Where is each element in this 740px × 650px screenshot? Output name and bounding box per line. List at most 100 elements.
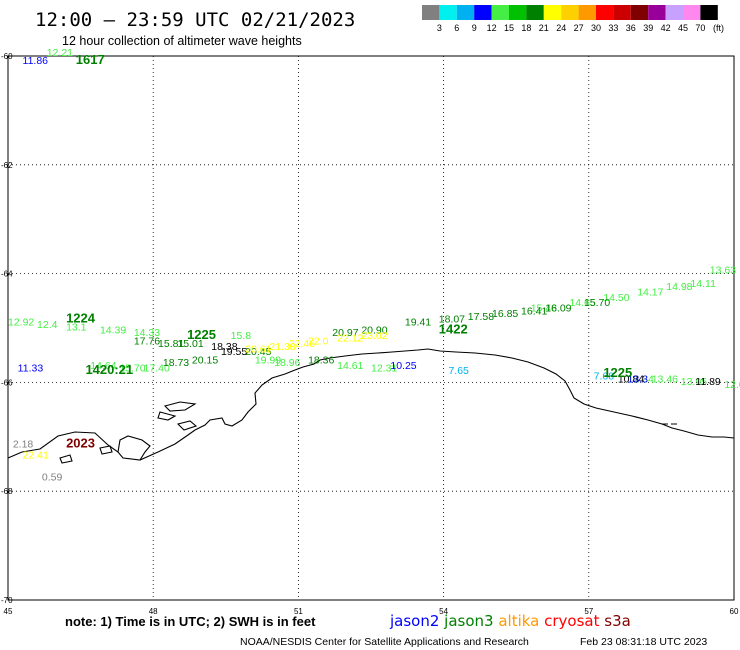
wave-height-value: 12.21 <box>47 47 73 59</box>
wave-height-value: 18.96 <box>274 357 300 369</box>
lon-tick-label: 60 <box>730 607 739 616</box>
ice-shelf-3 <box>176 420 198 431</box>
wave-height-value: 12.31 <box>371 363 397 375</box>
wave-height-value: 19.99 <box>255 354 281 366</box>
pass-time-label: 1617 <box>76 52 105 67</box>
wave-height-value: 11.89 <box>695 376 721 388</box>
wave-height-value: 21.38 <box>269 341 295 353</box>
wave-height-value: 15.81 <box>158 338 184 350</box>
wave-height-value: 10.84 <box>618 373 644 385</box>
satellite-name: jason3 <box>439 612 493 630</box>
wave-height-value: 11.33 <box>18 363 44 375</box>
pass-time-label: 1225 <box>187 327 216 342</box>
wave-height-value: 17.76 <box>134 335 160 347</box>
wave-height-value: 18.73 <box>163 357 189 369</box>
wave-height-value: 18.36 <box>308 354 334 366</box>
legend-unit: (ft) <box>713 23 724 33</box>
legend-swatch <box>561 5 579 20</box>
lat-tick-label: -62 <box>1 161 13 170</box>
legend-label: 3 <box>437 23 442 33</box>
legend-swatch <box>456 5 475 20</box>
antarctic-coastline <box>7 348 735 461</box>
lat-lon-grid <box>8 56 734 600</box>
wave-height-value: 16.09 <box>545 303 571 315</box>
lat-tick-label: -70 <box>1 596 13 605</box>
legend-swatch <box>474 5 492 20</box>
wave-height-value: 7.68 <box>594 371 615 383</box>
wave-height-value: 0.59 <box>42 471 63 483</box>
legend-label: 15 <box>504 23 514 33</box>
wave-height-value: 14.98 <box>666 281 692 293</box>
legend-label: 27 <box>574 23 584 33</box>
legend-label: 9 <box>472 23 477 33</box>
wave-height-value: 15.8 <box>231 330 252 342</box>
satellite-name: jason2 <box>389 612 439 630</box>
wave-height-value: 13.95 <box>681 376 707 388</box>
wave-height-value: 14.64 <box>90 360 116 372</box>
wave-height-value: 23.02 <box>361 330 387 342</box>
legend-swatch <box>613 5 631 20</box>
wave-height-value: 20.61 <box>245 343 271 355</box>
satellite-name: altika <box>494 612 540 630</box>
wave-height-value: 14.33 <box>134 327 160 339</box>
wave-height-value: 14.11 <box>690 278 716 290</box>
legend-swatch <box>526 5 544 20</box>
satellite-name: s3a <box>600 612 631 630</box>
legend-swatch <box>509 5 527 20</box>
legend-swatch <box>683 5 701 20</box>
legend-swatch <box>648 5 666 20</box>
legend-swatch <box>700 5 718 20</box>
wave-height-value: 14.61 <box>337 360 363 372</box>
wave-height-value: 16.85 <box>492 308 518 320</box>
wave-height-value: 15.48 <box>531 303 557 315</box>
wave-height-value: 13.46 <box>652 373 678 385</box>
legend-swatch <box>578 5 596 20</box>
satellite-names: jason2 jason3 altika cryosat s3a <box>389 612 631 630</box>
map-frame <box>7 55 735 601</box>
wave-height-value: 11.86 <box>23 55 49 67</box>
wave-height-value: 12.0 <box>724 379 740 391</box>
ice-shelf-2 <box>157 411 177 421</box>
wave-height-value: 22.12 <box>337 333 363 345</box>
wave-height-value: 20.90 <box>361 324 387 336</box>
pass-time-labels: 1617 1224 1225 1422 1420:21 1225 2023 <box>66 52 632 451</box>
wave-height-value: 2.18 <box>13 439 34 451</box>
footer-timestamp: Feb 23 08:31:18 UTC 2023 <box>580 636 707 648</box>
wave-height-value: 12.92 <box>8 316 34 328</box>
axis-tick-labels: 45 48 51 54 57 60 -60 -62 -64 -66 -68 -70 <box>1 52 739 616</box>
legend-swatch <box>630 5 649 20</box>
legend-label: 24 <box>556 23 566 33</box>
legend-label: 6 <box>454 23 459 33</box>
coastline <box>7 348 735 464</box>
map-subtitle: 12 hour collection of altimeter wave hei… <box>62 34 302 48</box>
wave-height-value: 17.58 <box>468 311 494 323</box>
wave-height-value: 13.63 <box>710 265 736 277</box>
wave-height-value: 10.25 <box>390 360 416 372</box>
wave-height-value: 14.50 <box>603 292 629 304</box>
wave-height-value: 12.84 <box>628 373 654 385</box>
wave-height-value: 13.1 <box>66 322 87 334</box>
lat-tick-label: -60 <box>1 52 13 61</box>
coastline-inlet <box>117 435 151 461</box>
wave-height-value: 22.46 <box>289 338 315 350</box>
lon-tick-label: 54 <box>439 607 448 616</box>
satellite-name: cryosat <box>539 612 599 630</box>
wave-height-value: 18.07 <box>439 314 465 326</box>
wave-height-value: 19.41 <box>405 316 431 328</box>
pass-time-label: 2023 <box>66 436 95 451</box>
wave-height-value: 13.3 <box>628 373 649 385</box>
wave-height-value: 16.41 <box>521 305 547 317</box>
legend-label: 45 <box>678 23 688 33</box>
legend-label: 30 <box>591 23 601 33</box>
footer-note: note: 1) Time is in UTC; 2) SWH is in fe… <box>65 614 316 629</box>
pass-time-label: 1225 <box>603 365 632 380</box>
satellite-legend: jason2 jason3 altika cryosat s3a <box>389 612 631 630</box>
lon-tick-label: 57 <box>584 607 593 616</box>
wave-height-readings: 12.21 12.92 12.4 13.1 14.39 14.33 15.8 15.48 14.… <box>8 47 740 483</box>
wave-height-value: 20.15 <box>192 354 218 366</box>
legend-swatch <box>422 5 440 20</box>
pass-time-label: 1224 <box>66 311 96 326</box>
legend-swatch <box>596 5 614 20</box>
map-title: 12:00 – 23:59 UTC 02/21/2023 <box>35 9 355 31</box>
wave-height-value: 20.45 <box>245 346 271 358</box>
